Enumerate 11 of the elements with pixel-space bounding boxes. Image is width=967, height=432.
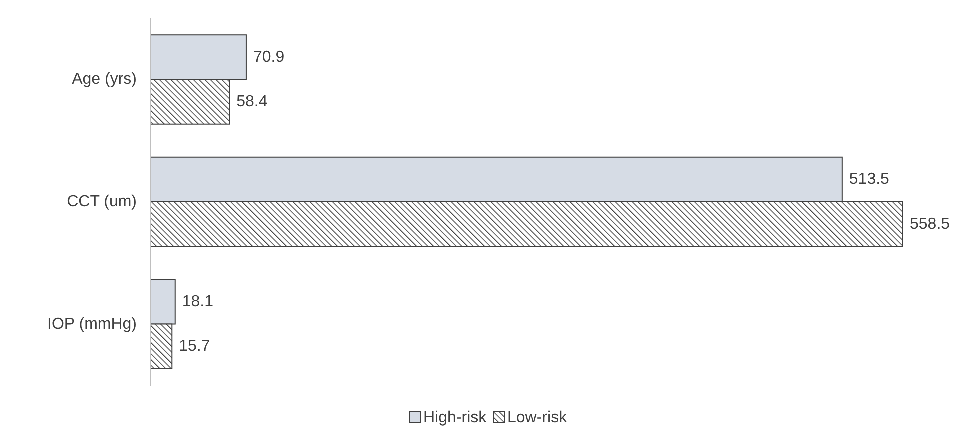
data-label: 15.7: [179, 338, 210, 356]
data-label: 513.5: [849, 171, 890, 188]
data-label: 18.1: [182, 293, 214, 310]
data-label: 70.9: [253, 48, 285, 66]
y-tick-label: CCT (um): [67, 194, 137, 210]
legend-label: Low-risk: [508, 410, 568, 426]
legend-label: High-risk: [424, 410, 488, 426]
y-tick-label: IOP (mmHg): [48, 316, 137, 333]
y-tick-label: Age (yrs): [72, 71, 137, 88]
data-label: 558.5: [910, 216, 950, 233]
data-label: 58.4: [236, 94, 268, 111]
